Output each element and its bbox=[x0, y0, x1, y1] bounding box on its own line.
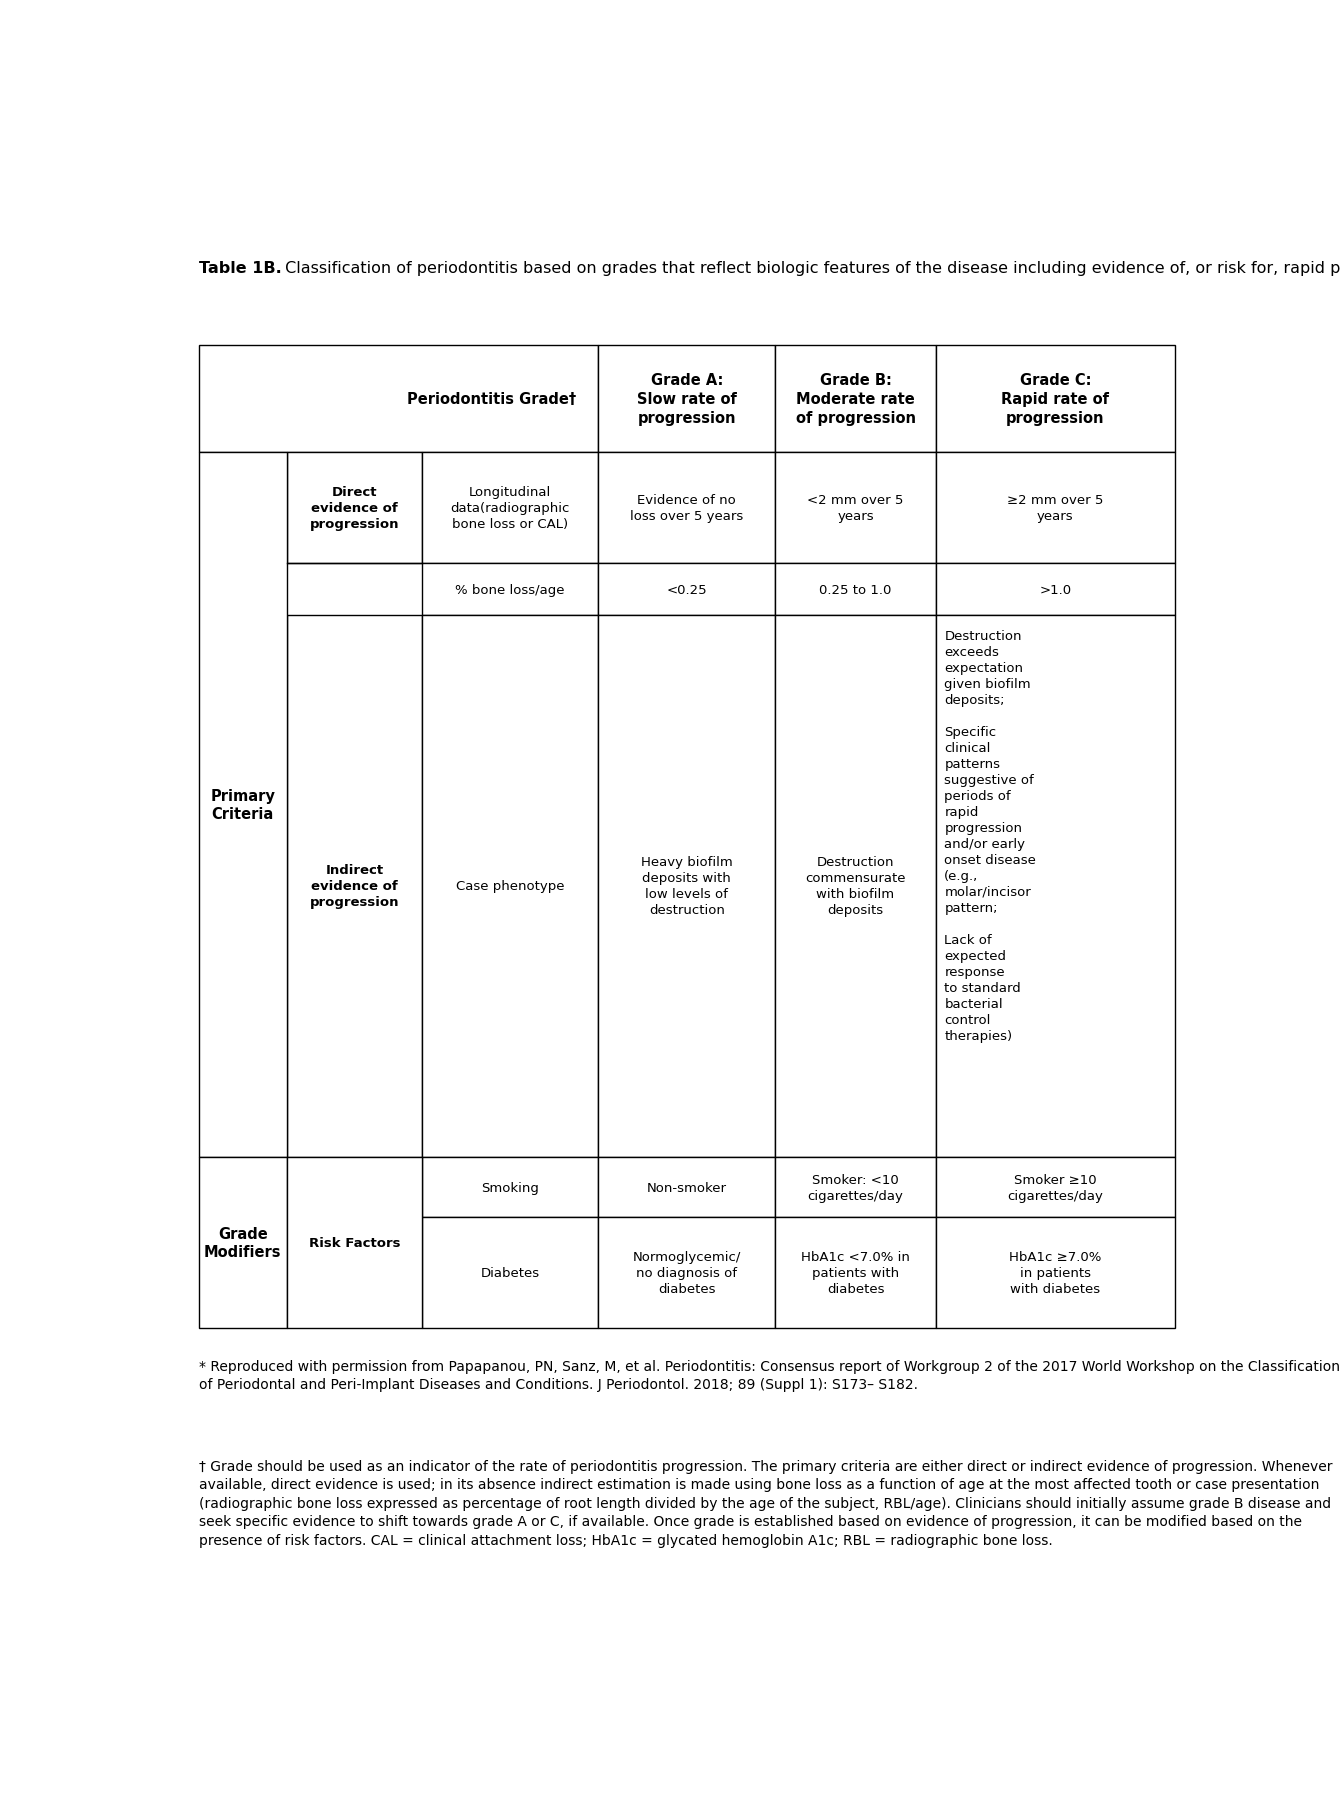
Text: Smoker ≥10
cigarettes/day: Smoker ≥10 cigarettes/day bbox=[1008, 1173, 1103, 1202]
Bar bbox=[935, 1157, 1175, 1217]
Text: Grade A:
Slow rate of
progression: Grade A: Slow rate of progression bbox=[636, 374, 737, 426]
Bar bbox=[198, 347, 599, 453]
Text: Grade B:
Moderate rate
of progression: Grade B: Moderate rate of progression bbox=[796, 374, 915, 426]
Bar bbox=[775, 1157, 935, 1217]
Text: Case phenotype: Case phenotype bbox=[456, 881, 564, 893]
Text: Destruction
commensurate
with biofilm
deposits: Destruction commensurate with biofilm de… bbox=[805, 856, 906, 917]
Text: Grade C:
Rapid rate of
progression: Grade C: Rapid rate of progression bbox=[1001, 374, 1110, 426]
Bar bbox=[599, 453, 775, 563]
Text: Table 1B.: Table 1B. bbox=[198, 262, 281, 276]
Bar bbox=[935, 1217, 1175, 1328]
Text: Diabetes: Diabetes bbox=[481, 1267, 540, 1280]
Text: † Grade should be used as an indicator of the rate of periodontitis progression.: † Grade should be used as an indicator o… bbox=[198, 1458, 1332, 1547]
Bar bbox=[599, 563, 775, 616]
Bar bbox=[775, 563, 935, 616]
Bar bbox=[935, 616, 1175, 1157]
Bar bbox=[422, 453, 599, 563]
Text: Classification of periodontitis based on grades that reflect biologic features o: Classification of periodontitis based on… bbox=[280, 262, 1340, 276]
Bar bbox=[287, 453, 422, 563]
Text: Periodontitis Grade†: Periodontitis Grade† bbox=[407, 392, 576, 406]
Bar bbox=[198, 1157, 287, 1328]
Text: Smoker: <10
cigarettes/day: Smoker: <10 cigarettes/day bbox=[808, 1173, 903, 1202]
Text: <0.25: <0.25 bbox=[666, 583, 708, 596]
Bar bbox=[599, 1217, 775, 1328]
Bar bbox=[775, 1217, 935, 1328]
Text: Non-smoker: Non-smoker bbox=[647, 1180, 726, 1193]
Text: Indirect
evidence of
progression: Indirect evidence of progression bbox=[310, 865, 399, 910]
Bar bbox=[935, 453, 1175, 563]
Bar bbox=[775, 347, 935, 453]
Bar bbox=[422, 616, 599, 1157]
Bar bbox=[599, 616, 775, 1157]
Bar bbox=[422, 563, 599, 616]
Text: Smoking: Smoking bbox=[481, 1180, 539, 1193]
Text: Evidence of no
loss over 5 years: Evidence of no loss over 5 years bbox=[630, 495, 744, 523]
Text: ≥2 mm over 5
years: ≥2 mm over 5 years bbox=[1008, 495, 1104, 523]
Bar bbox=[287, 1157, 422, 1328]
Text: % bone loss/age: % bone loss/age bbox=[456, 583, 565, 596]
Text: Grade
Modifiers: Grade Modifiers bbox=[204, 1226, 281, 1260]
Text: Normoglycemic/
no diagnosis of
diabetes: Normoglycemic/ no diagnosis of diabetes bbox=[632, 1251, 741, 1296]
Text: HbA1c <7.0% in
patients with
diabetes: HbA1c <7.0% in patients with diabetes bbox=[801, 1251, 910, 1296]
Text: >1.0: >1.0 bbox=[1040, 583, 1072, 596]
Bar bbox=[775, 453, 935, 563]
Text: * Reproduced with permission from Papapanou, PN, Sanz, M, et al. Periodontitis: : * Reproduced with permission from Papapa… bbox=[198, 1359, 1340, 1392]
Text: Heavy biofilm
deposits with
low levels of
destruction: Heavy biofilm deposits with low levels o… bbox=[641, 856, 733, 917]
Text: Longitudinal
data(radiographic
bone loss or CAL): Longitudinal data(radiographic bone loss… bbox=[450, 486, 570, 531]
Bar bbox=[935, 563, 1175, 616]
Bar bbox=[198, 453, 287, 1157]
Text: 0.25 to 1.0: 0.25 to 1.0 bbox=[819, 583, 891, 596]
Text: Primary
Criteria: Primary Criteria bbox=[210, 789, 275, 821]
Bar bbox=[599, 1157, 775, 1217]
Bar bbox=[422, 1157, 599, 1217]
Text: <2 mm over 5
years: <2 mm over 5 years bbox=[807, 495, 903, 523]
Bar bbox=[599, 347, 775, 453]
Text: Direct
evidence of
progression: Direct evidence of progression bbox=[310, 486, 399, 531]
Bar bbox=[775, 616, 935, 1157]
Text: Destruction
exceeds
expectation
given biofilm
deposits;

Specific
clinical
patte: Destruction exceeds expectation given bi… bbox=[945, 630, 1036, 1041]
Bar bbox=[935, 347, 1175, 453]
Text: HbA1c ≥7.0%
in patients
with diabetes: HbA1c ≥7.0% in patients with diabetes bbox=[1009, 1251, 1101, 1296]
Bar bbox=[422, 1217, 599, 1328]
Bar bbox=[287, 616, 422, 1157]
Text: Risk Factors: Risk Factors bbox=[308, 1236, 401, 1249]
